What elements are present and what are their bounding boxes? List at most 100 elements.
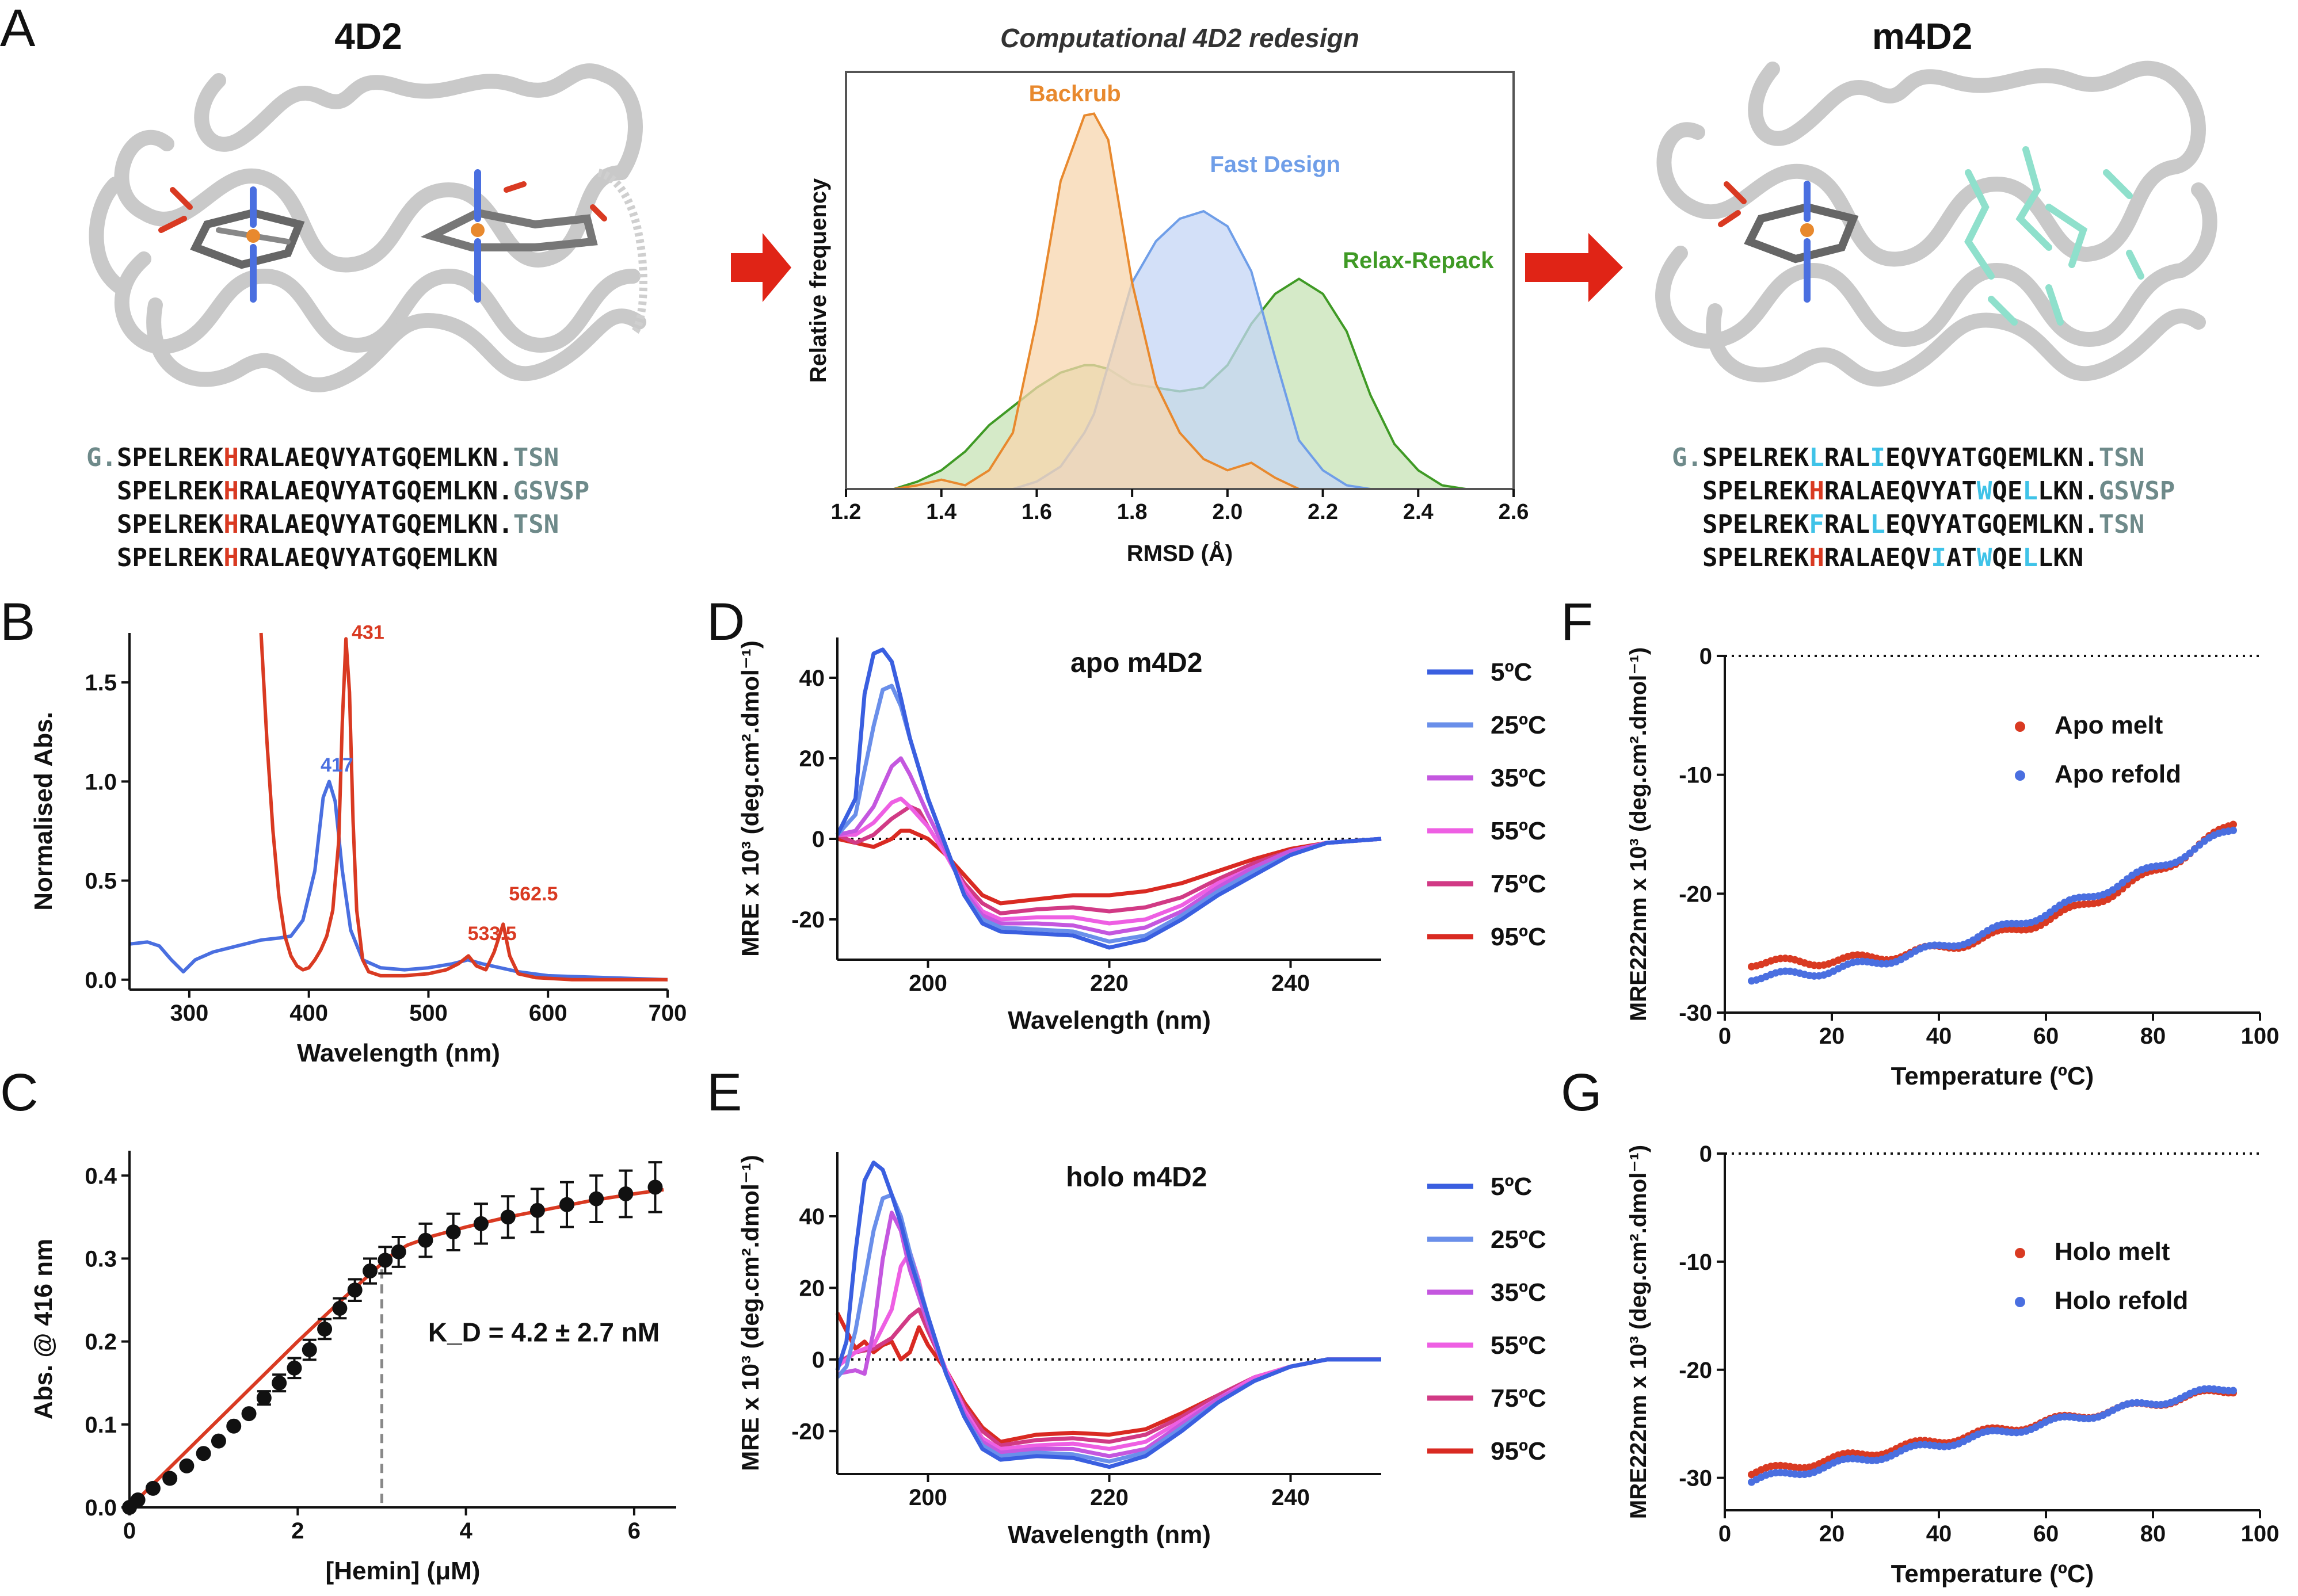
data-point: [317, 1322, 333, 1337]
plot-frame: [845, 71, 1515, 490]
y-tick-label: 40: [799, 1204, 825, 1230]
heme-group-left: [158, 169, 607, 303]
x-tick-label: 300: [170, 1001, 209, 1026]
data-point: [226, 1418, 242, 1434]
melt-point: [2230, 1387, 2237, 1395]
density-area: [870, 211, 1466, 489]
y-axis-label: MRE222nm x 10³ (deg.cm².dmol⁻¹): [1626, 647, 1651, 1021]
x-axis-label: Wavelength (nm): [1008, 1006, 1211, 1034]
holo-melt-chart: 0 20 40 60 80 100 -30 -20 -10 0 Temperature (ºC) MR…: [1626, 1141, 2279, 1588]
legend-label: 35ºC: [1491, 764, 1546, 792]
sequence-segment: H: [1809, 543, 1824, 572]
cd-holo-chart: 200 220 240 -20 0 20 40 Wavelength (nm) MRE x 10…: [737, 1152, 1546, 1549]
data-point: [179, 1458, 195, 1473]
sequence-segment: TSN: [513, 443, 559, 472]
sequence-segment: H: [223, 443, 239, 472]
legend-label: Holo refold: [2055, 1286, 2188, 1315]
x-tick-label: 6: [628, 1518, 641, 1544]
x-tick-label: 20: [1819, 1024, 1845, 1049]
sequence-segment: H: [223, 510, 239, 539]
sequence-segment: RALAEQV: [1824, 543, 1931, 572]
legend-label: 5ºC: [1491, 1173, 1532, 1201]
x-tick-label: 1.6: [1022, 500, 1052, 524]
data-point: [332, 1300, 348, 1316]
peak-label: 431: [352, 621, 384, 643]
redesigned-side-chains: [1964, 146, 2144, 326]
data-point: [347, 1282, 363, 1298]
sequence-block-right: G.SPELREKLRALIEQVYATGQEMLKN.TSN SPELREKH…: [1672, 443, 2175, 572]
apo-melt-chart: 0 20 40 60 80 100 -30 -20 -10 0 Temperature (ºC) MR…: [1626, 644, 2279, 1090]
sequence-segment: F: [1809, 510, 1824, 539]
sequence-line: G.SPELREKHRALAEQVYATGQEMLKN.TSN: [86, 443, 559, 472]
cd-spectrum-line: [837, 796, 1382, 926]
x-tick-label: 2: [291, 1518, 304, 1544]
sequence-segment: SPELREK: [1702, 443, 1809, 472]
legend-marker: [2015, 770, 2025, 781]
sequence-segment: RAL: [1824, 510, 1870, 539]
x-tick-label: 200: [909, 971, 947, 996]
legend-label: 95ºC: [1491, 1437, 1546, 1465]
cd-spectrum-line: [835, 1160, 1381, 1469]
y-axis-label: MRE x 10³ (deg.cm².dmol⁻¹): [737, 640, 764, 957]
sequence-segment: EQVYATGQEMLKN.: [1885, 443, 2099, 472]
peak-label: 417: [321, 754, 353, 776]
structure-m4d2: m4D2: [1655, 16, 2217, 387]
x-tick-label: 240: [1271, 1485, 1310, 1510]
spectrum-line: [259, 632, 668, 982]
cd-apo-chart: 200 220 240 -20 0 20 40 Wavelength (nm) MRE x 10…: [737, 637, 1546, 1034]
y-tick-label: -10: [1679, 763, 1712, 788]
x-tick-label: 400: [289, 1001, 328, 1026]
arrow-right-1: [731, 233, 791, 302]
legend-label: Apo melt: [2055, 711, 2163, 739]
data-point: [618, 1186, 634, 1201]
y-tick-label: 0.5: [85, 869, 117, 894]
legend-label: 25ºC: [1491, 1225, 1546, 1254]
data-point: [130, 1492, 146, 1508]
series-label: Backrub: [1029, 81, 1121, 106]
y-tick-label: 0: [812, 827, 825, 852]
panel-letter-D: D: [707, 593, 745, 651]
x-axis-label: Temperature (ºC): [1891, 1062, 2094, 1090]
panel-letter-C: C: [0, 1063, 38, 1122]
legend-marker: [2015, 1248, 2025, 1258]
legend-label: 55ºC: [1491, 1331, 1546, 1360]
sequence-segment: TSN: [2099, 443, 2144, 472]
x-tick-label: 40: [1926, 1024, 1952, 1049]
density-area: [870, 113, 1466, 489]
y-tick-label: 1.0: [85, 769, 117, 795]
y-axis-label: Normalised Abs.: [29, 712, 58, 911]
cd-spectrum-line: [836, 804, 1382, 915]
sequence-segment: L: [2022, 476, 2038, 506]
data-point: [500, 1209, 516, 1225]
cd-spectrum-line: [837, 756, 1382, 936]
data-point: [559, 1197, 574, 1212]
data-point: [378, 1253, 393, 1268]
sequence-segment: GSVSP: [513, 476, 589, 506]
titration-chart: 0 2 4 6 0.0 0.1 0.2 0.3 0.4 [Hemin] (μM) Abs. @ 41…: [29, 1151, 676, 1585]
sequence-segment: EQVYATGQEMLKN.: [1885, 510, 2099, 539]
x-tick-label: 100: [2241, 1521, 2280, 1547]
panel-letter-B: B: [0, 593, 35, 651]
series-label: Fast Design: [1210, 152, 1340, 177]
data-point: [196, 1446, 211, 1461]
x-tick-label: 2.2: [1308, 500, 1338, 524]
sequence-segment: W: [1977, 476, 1992, 506]
data-point: [647, 1179, 663, 1195]
y-tick-label: -10: [1679, 1250, 1712, 1275]
x-tick-label: 220: [1090, 1485, 1129, 1510]
sequence-segment: RALAEQVYATGQEMLKN: [239, 543, 498, 572]
kd-annotation: K_D = 4.2 ± 2.7 nM: [428, 1318, 660, 1347]
x-tick-label: 2.0: [1212, 500, 1243, 524]
chart-title: apo m4D2: [1070, 648, 1202, 678]
sequence-segment: TSN: [2099, 510, 2144, 539]
legend-label: Holo melt: [2055, 1238, 2170, 1266]
legend-label: 75ºC: [1491, 870, 1546, 898]
legend-label: 95ºC: [1491, 923, 1546, 951]
data-point: [241, 1406, 257, 1422]
sequence-segment: RALAEQVYATGQEMLKN.: [239, 510, 513, 539]
legend-label: 25ºC: [1491, 711, 1546, 739]
uv-vis-chart: 300 400 500 600 700 0.0 0.5 1.0 1.5 Wavelength (n…: [29, 621, 687, 1067]
cd-spectrum-line: [836, 684, 1382, 944]
protein-backbone-left: [89, 63, 646, 392]
